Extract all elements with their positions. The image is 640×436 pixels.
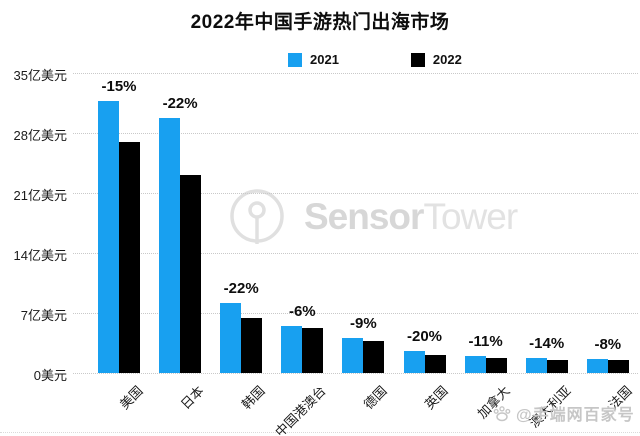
sensortower-watermark: SensorTower [228, 188, 518, 246]
gridline [73, 373, 638, 374]
legend-item-2021: 2021 [288, 52, 339, 67]
bar-2022-德国 [363, 341, 385, 373]
bottom-dotted-line [0, 432, 640, 433]
y-axis-tick-label: 7亿美元 [20, 308, 67, 323]
x-axis-label-美国: 美国 [116, 383, 146, 413]
bar-2021-日本 [159, 118, 181, 373]
gridline [73, 73, 638, 74]
bar-2021-中国港澳台 [281, 325, 303, 373]
bar-2022-英国 [424, 355, 446, 373]
y-axis-tick-label: 0美元 [33, 368, 67, 383]
legend-label-2022: 2022 [432, 52, 462, 67]
legend-item-2022: 2022 [410, 52, 462, 67]
bar-2021-美国 [98, 101, 119, 373]
gridline [73, 253, 638, 254]
bar-2021-韩国 [220, 302, 242, 373]
legend-label-2021: 2021 [310, 52, 339, 67]
bar-2022-美国 [119, 142, 140, 373]
credit-watermark: @手端网百家号 [492, 401, 635, 425]
bar-2021-英国 [403, 350, 425, 373]
wordmark-tower: Tower [423, 196, 518, 237]
bar-2021-法国 [586, 359, 608, 373]
wordmark-sensor: Sensor [304, 196, 424, 237]
bar-2022-澳大利亚 [546, 359, 568, 373]
pct-change-label: -20% [406, 327, 443, 345]
bar-2022-日本 [180, 175, 202, 373]
y-axis-tick-label: 35亿美元 [13, 68, 67, 83]
bar-2022-加拿大 [485, 357, 507, 373]
pct-change-label: -6% [288, 302, 316, 320]
pct-change-label: -22% [223, 279, 259, 297]
pct-change-label: -9% [350, 314, 377, 332]
pct-change-label: -22% [162, 95, 198, 113]
pct-change-label: -11% [468, 332, 503, 350]
legend-swatch-2022 [410, 52, 425, 67]
y-axis-tick-label: 14亿美元 [13, 248, 67, 263]
legend-swatch-2021 [288, 52, 302, 67]
x-axis-label-中国港澳台: 中国港澳台 [272, 383, 330, 436]
gridline [73, 313, 638, 314]
credit-text: @手端网百家号 [516, 407, 635, 424]
legend: 2021 2022 [288, 52, 462, 67]
gridline [73, 133, 638, 134]
x-axis-label-日本: 日本 [177, 383, 207, 413]
y-axis-tick-label: 28亿美元 [13, 128, 67, 143]
x-axis-label-英国: 英国 [422, 383, 452, 413]
sensortower-logo-icon [230, 189, 284, 244]
bar-2021-加拿大 [464, 355, 486, 373]
sensortower-wordmark: SensorTower [304, 188, 518, 246]
bar-2021-澳大利亚 [525, 357, 547, 373]
baijiahao-paw-icon [493, 406, 511, 422]
pct-change-label: -15% [101, 78, 137, 96]
pct-change-label: -14% [529, 334, 565, 352]
x-axis-label-韩国: 韩国 [238, 383, 268, 413]
bar-2022-韩国 [241, 318, 263, 373]
y-axis-tick-label: 21亿美元 [13, 188, 67, 203]
gridline [73, 193, 638, 194]
bar-2022-法国 [607, 360, 629, 373]
x-axis-label-德国: 德国 [361, 383, 391, 413]
bar-2021-德国 [342, 337, 364, 373]
bar-2022-中国港澳台 [302, 328, 324, 373]
chart-title: 2022年中国手游热门出海市场 [190, 12, 450, 33]
pct-change-label: -8% [594, 336, 622, 354]
